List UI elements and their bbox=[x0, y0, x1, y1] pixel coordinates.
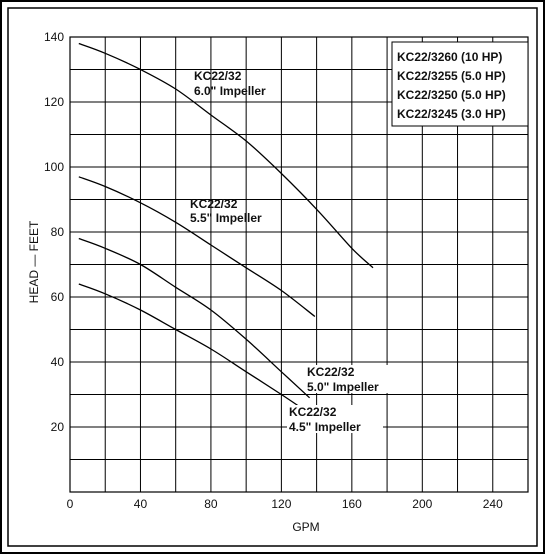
legend-box bbox=[391, 41, 529, 127]
curve-label-line1: KC22/32 bbox=[289, 405, 337, 419]
curve-label-5-0: KC22/32 5.0" Impeller bbox=[305, 365, 401, 394]
y-tick-label: 60 bbox=[51, 290, 65, 304]
curve-label-line2: 5.5" Impeller bbox=[190, 211, 262, 225]
x-tick-label: 200 bbox=[412, 497, 432, 511]
curve-series-0 bbox=[78, 42, 374, 269]
curve-label-line1: KC22/32 bbox=[307, 365, 355, 379]
curve-label-4-5: KC22/32 4.5" Impeller bbox=[287, 405, 383, 434]
inner-border bbox=[7, 7, 538, 547]
curve-label-6-0: KC22/32 6.0" Impeller bbox=[194, 69, 266, 98]
tick-labels: 0 40 80 120 160 200 240 20 40 60 80 100 120 140 bbox=[44, 30, 503, 511]
x-tick-label: 240 bbox=[483, 497, 503, 511]
x-tick-label: 40 bbox=[134, 497, 148, 511]
x-tick-label: 0 bbox=[67, 497, 74, 511]
curve-label-line2: 6.0" Impeller bbox=[194, 84, 266, 98]
y-tick-label: 120 bbox=[44, 95, 64, 109]
y-tick-label: 40 bbox=[51, 355, 65, 369]
curve-label-5-5: KC22/32 5.5" Impeller bbox=[190, 197, 262, 225]
x-tick-label: 120 bbox=[271, 497, 291, 511]
legend-entry: KC22/3250 (5.0 HP) bbox=[397, 88, 506, 102]
curve-label-bg bbox=[287, 405, 383, 433]
legend-entry: KC22/3255 (5.0 HP) bbox=[397, 69, 506, 83]
curve-series-3 bbox=[78, 283, 302, 409]
curve-label-line2: 4.5" Impeller bbox=[289, 420, 361, 434]
x-axis-title: GPM bbox=[292, 520, 319, 534]
x-tick-label: 160 bbox=[342, 497, 362, 511]
y-tick-label: 100 bbox=[44, 160, 64, 174]
y-tick-label: 80 bbox=[51, 225, 65, 239]
curves bbox=[78, 42, 374, 409]
legend-entry: KC22/3260 (10 HP) bbox=[397, 50, 502, 64]
curve-label-line1: KC22/32 bbox=[194, 69, 242, 83]
legend-entry: KC22/3245 (3.0 HP) bbox=[397, 107, 506, 121]
curve-series-2 bbox=[78, 237, 311, 399]
curve-label-line1: KC22/32 bbox=[190, 197, 238, 211]
legend: KC22/3260 (10 HP) KC22/3255 (5.0 HP) KC2… bbox=[391, 41, 529, 127]
curve-label-bg bbox=[305, 365, 401, 393]
curve-label-line2: 5.0" Impeller bbox=[307, 380, 379, 394]
y-axis-title: HEAD — FEET bbox=[27, 220, 41, 303]
y-tick-label: 140 bbox=[44, 30, 64, 44]
x-tick-label: 80 bbox=[204, 497, 218, 511]
y-tick-label: 20 bbox=[51, 420, 65, 434]
plot-border bbox=[69, 36, 529, 493]
curve-series-1 bbox=[78, 176, 316, 318]
